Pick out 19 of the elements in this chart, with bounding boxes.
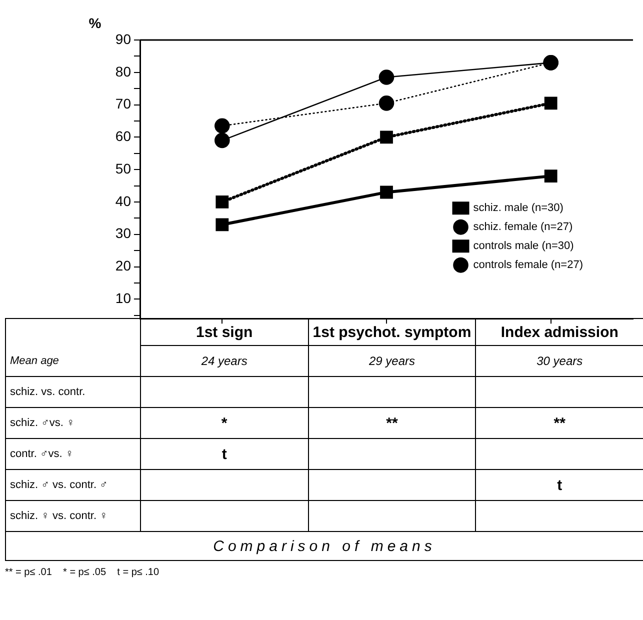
text: ** = p≤ .01 * = p≤ .05 t = p≤ .10 <box>5 567 160 578</box>
legend-label: controls female (n=27) <box>473 259 583 272</box>
y-tick-label: 60 <box>115 128 132 144</box>
legend-label: schiz. male (n=30) <box>473 202 564 214</box>
y-tick-label: 70 <box>115 96 132 112</box>
y-tick-label: 30 <box>115 225 132 242</box>
y-axis-title: % <box>88 15 102 31</box>
x-tick-label: Index admission <box>476 318 643 346</box>
x-tick-label: 1st sign <box>140 318 308 346</box>
comparison-table: 1st sign 1st psychot. symptom Index admission Mean age 24 years 29 years 30 years schiz. vs. contr. schiz. ♂vs. ♀ * ** ** contr. ♂vs. ♀ t schiz. ♂ vs. contr. ♂ t schiz. ♀ vs. contr. ♀ Comparison of means <box>5 318 643 561</box>
y-tick-label: 10 <box>115 290 132 306</box>
x-tick-label: 1st psychot. symptom <box>308 318 476 346</box>
legend-label: schiz. female (n=27) <box>473 221 573 234</box>
y-tick-label: 50 <box>115 160 132 176</box>
y-tick-label: 90 <box>115 30 132 47</box>
y-tick-label: 80 <box>115 63 132 80</box>
y-tick-label: 40 <box>115 192 132 209</box>
y-tick-label: 20 <box>115 258 132 274</box>
legend-label: controls male (n=30) <box>473 240 574 252</box>
